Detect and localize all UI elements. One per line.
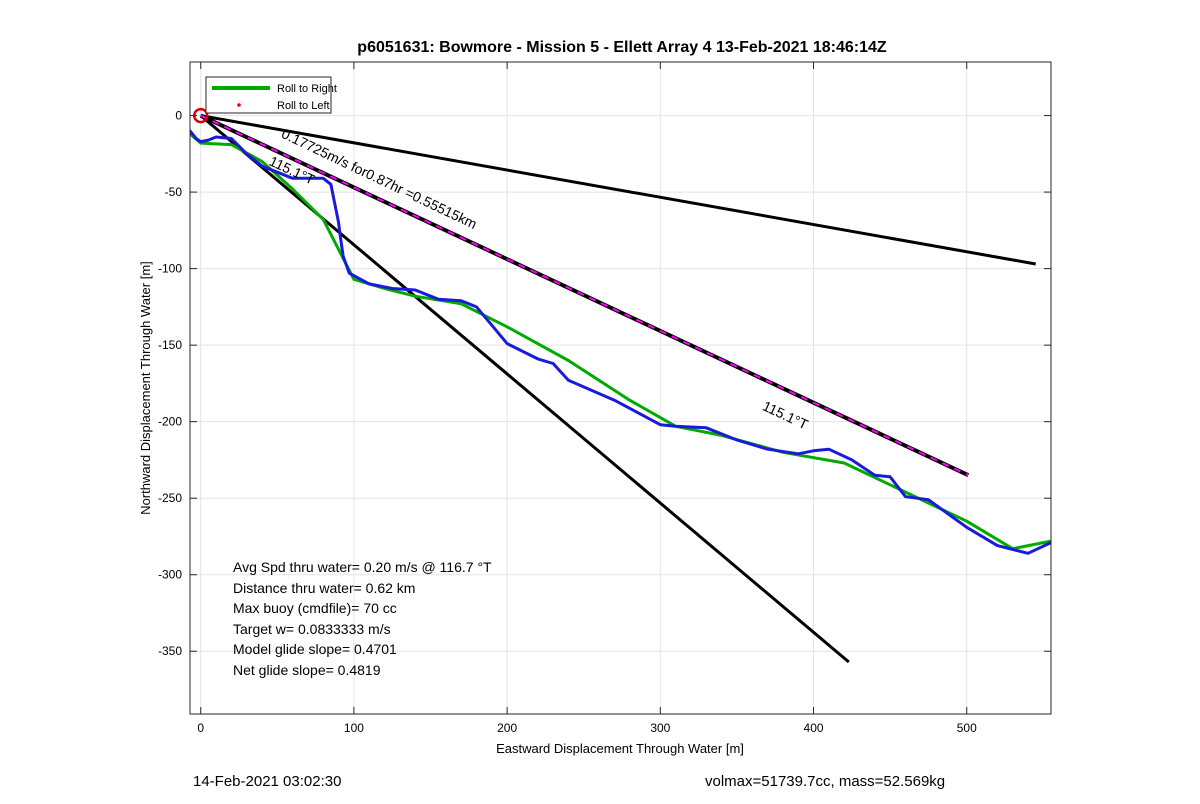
y-axis-label: Northward Displacement Through Water [m] [138, 261, 153, 515]
stat-distance: Distance thru water= 0.62 km [233, 580, 415, 596]
plot-area [190, 62, 1051, 714]
x-tick-label: 400 [804, 721, 824, 735]
y-tick-label: -150 [158, 338, 182, 352]
stat-net-glide-slope: Net glide slope= 0.4819 [233, 662, 381, 678]
x-axis-label: Eastward Displacement Through Water [m] [496, 741, 744, 756]
legend-label-roll-right: Roll to Right [277, 83, 337, 95]
y-tick-label: -300 [158, 568, 182, 582]
legend: Roll to Right Roll to Left [205, 76, 337, 114]
stats-block: Avg Spd thru water= 0.20 m/s @ 116.7 °T … [233, 559, 492, 678]
x-tick-label: 500 [957, 721, 977, 735]
stat-target-w: Target w= 0.0833333 m/s [233, 621, 391, 637]
y-tick-label: -50 [165, 185, 183, 199]
legend-box [205, 76, 332, 114]
plot-border [189, 61, 1052, 715]
grid-lines [190, 62, 1051, 714]
x-tick-label: 200 [497, 721, 517, 735]
footer-volmax-mass: volmax=51739.7cc, mass=52.569kg [705, 773, 946, 790]
legend-swatch-roll-left [237, 103, 241, 107]
stat-max-buoy: Max buoy (cmdfile)= 70 cc [233, 600, 397, 616]
x-tick-label: 300 [650, 721, 670, 735]
y-tick-label: -100 [158, 262, 182, 276]
y-tick-label: 0 [175, 109, 182, 123]
stat-avg-speed: Avg Spd thru water= 0.20 m/s @ 116.7 °T [233, 559, 492, 575]
chart-title: p6051631: Bowmore - Mission 5 - Ellett A… [357, 39, 887, 56]
footer-timestamp: 14-Feb-2021 03:02:30 [193, 773, 342, 790]
series-glider-track [190, 129, 1051, 555]
y-tick-label: -350 [158, 644, 182, 658]
x-tick-label: 100 [344, 721, 364, 735]
y-tick-label: -200 [158, 415, 182, 429]
x-tick-label: 0 [197, 721, 204, 735]
legend-label-roll-left: Roll to Left [277, 100, 330, 112]
current-vector-dash [200, 114, 969, 477]
y-tick-label: -250 [158, 491, 182, 505]
stat-model-glide-slope: Model glide slope= 0.4701 [233, 641, 397, 657]
reference-line-heading [200, 114, 1036, 266]
